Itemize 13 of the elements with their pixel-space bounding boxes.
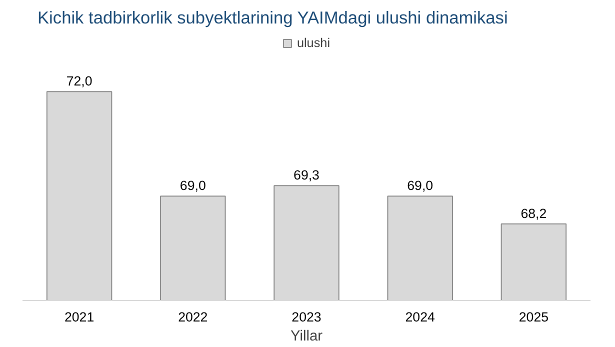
x-tick-label: 2023 xyxy=(292,310,322,324)
data-label: 69,0 xyxy=(407,178,434,194)
x-tick-label: 2022 xyxy=(178,310,208,324)
legend-label: ulushi xyxy=(296,36,330,50)
x-axis-title: Yillar xyxy=(290,328,323,344)
chart-title: Kichik tadbirkorlik subyektlarining YAIMdagi ulushi dinamikasi xyxy=(38,8,508,28)
data-label: 72,0 xyxy=(66,74,92,89)
data-label: 68,2 xyxy=(520,206,547,221)
x-tick-label: 2025 xyxy=(518,310,549,324)
x-tick-label: 2021 xyxy=(64,310,94,324)
data-label: 69,3 xyxy=(294,168,320,183)
data-label: 69,0 xyxy=(180,178,206,194)
x-tick-label: 2024 xyxy=(405,310,436,324)
